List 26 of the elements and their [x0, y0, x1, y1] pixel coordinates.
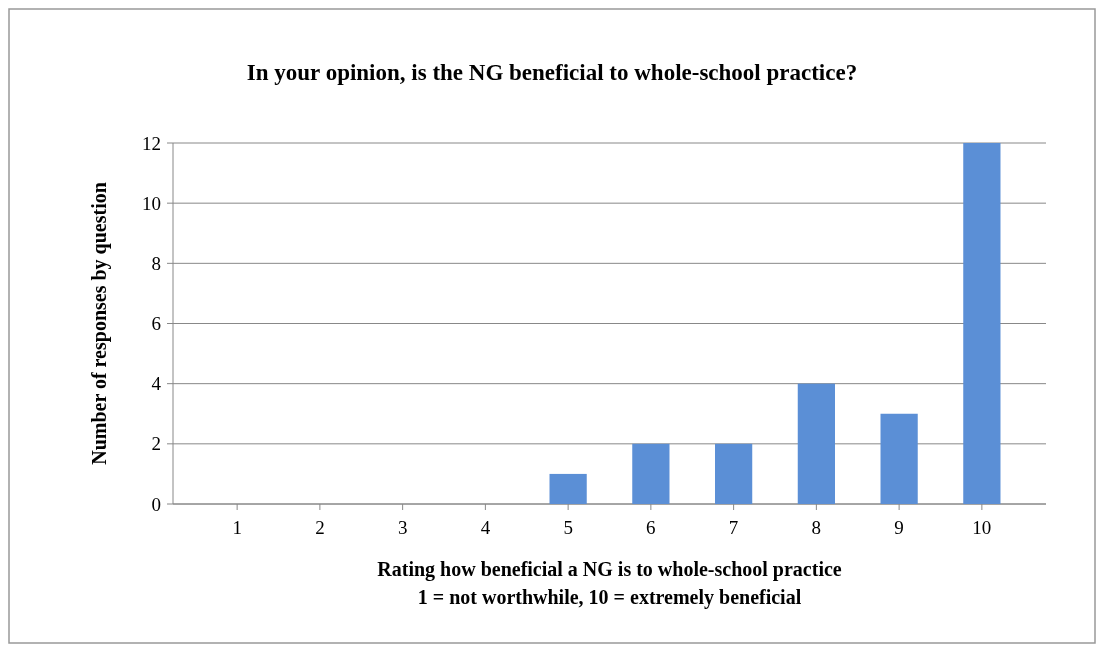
x-tick-label: 4: [480, 517, 491, 538]
bar: [632, 443, 670, 504]
bar: [715, 443, 753, 504]
x-tick-label: 3: [397, 517, 408, 538]
bar: [797, 383, 835, 504]
x-axis-title: Rating how beneficial a NG is to whole-school practice 1 = not worthwhile, 10 = extremely beneficial: [377, 558, 842, 609]
x-tick-label: 5: [563, 517, 573, 538]
y-tick-label: 12: [142, 132, 161, 154]
x-tick-label: 10: [972, 517, 992, 538]
chart-title: In your opinion, is the NG beneficial to whole-school practice?: [246, 60, 858, 85]
x-tick-label: 9: [894, 517, 904, 538]
bar: [549, 473, 587, 504]
bar: [963, 143, 1001, 504]
y-axis-title: Number of responses by question: [88, 182, 111, 465]
x-tick-label: 1: [232, 517, 242, 538]
y-tick-label: 4: [151, 373, 162, 395]
y-tick-label: 10: [142, 192, 161, 214]
x-tick-label: 2: [315, 517, 325, 538]
y-tick-label: 0: [151, 493, 161, 515]
y-tick-label: 6: [151, 313, 161, 335]
y-tick-label: 2: [151, 433, 161, 455]
x-tick-label: 7: [728, 517, 739, 538]
bar: [880, 413, 918, 504]
x-tick-label: 8: [811, 517, 822, 538]
y-tick-label: 8: [151, 252, 161, 274]
x-tick-label: 6: [646, 517, 656, 538]
